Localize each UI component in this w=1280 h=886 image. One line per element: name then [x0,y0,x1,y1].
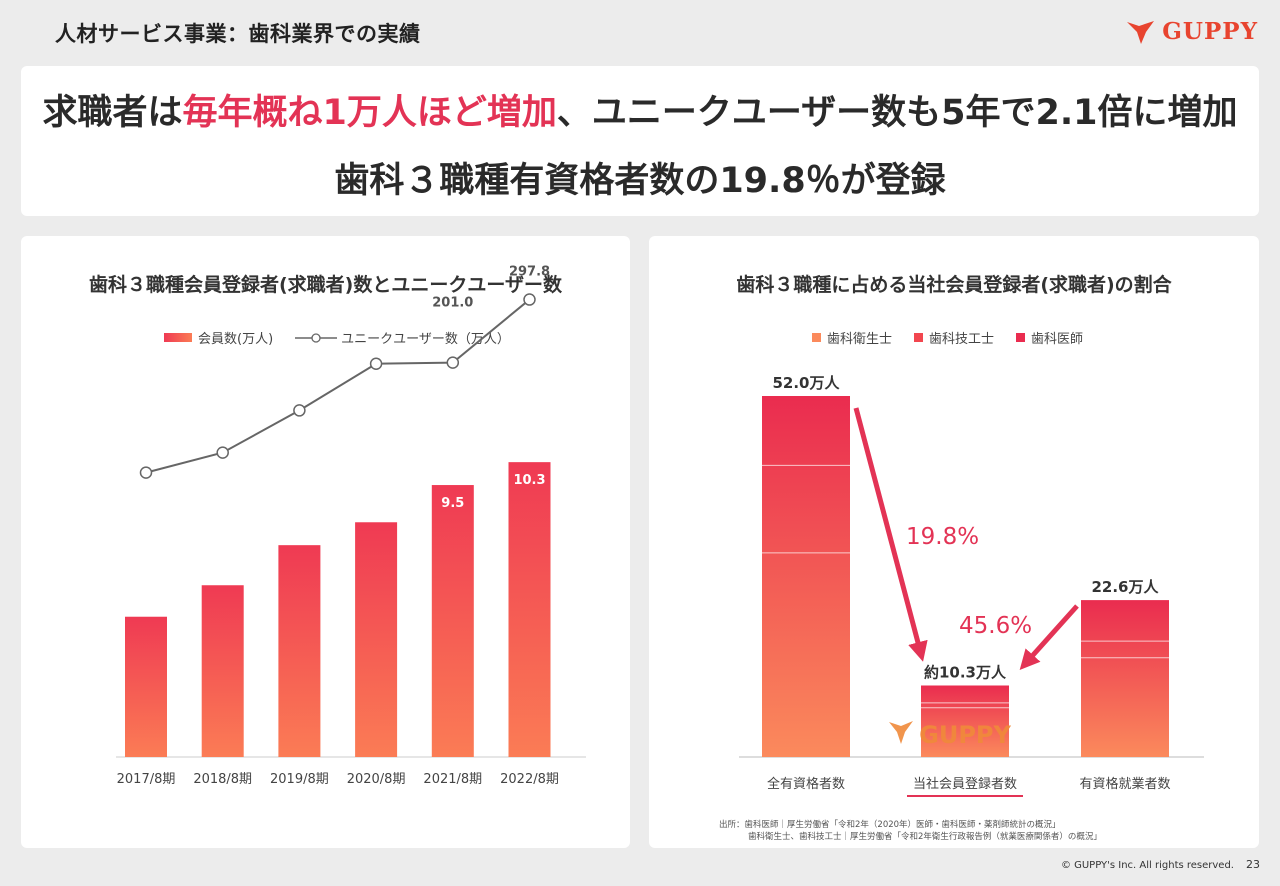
share-bar [1081,600,1169,757]
legend-line-swatch [295,332,338,343]
legend-item-dentist: 歯科医師 [1016,328,1083,347]
section-title: 人材サービス事業：歯科業界での実績 [55,22,421,46]
member-bar [201,585,244,757]
share-total-label: 22.6万人 [1091,578,1159,596]
share-x-label: 全有資格者数 [767,776,845,792]
legend-bar-swatch [164,333,192,342]
guppy-fish-icon [1127,20,1155,44]
page-number: 23 [1246,858,1260,871]
legend-item-members: 会員数(万人) [164,328,273,347]
x-tick-label: 2022/8期 [500,772,559,787]
share-total-label: 52.0万人 [772,374,840,392]
member-bar [508,462,551,757]
legend-label-members: 会員数(万人) [198,332,274,347]
legend-swatch-dentist [1016,333,1026,342]
source-line-1: 出所：歯科医師｜厚生労働省「令和2年（2020年）医師・歯科医師・薬剤師統計の概… [719,820,1061,830]
share-arrow-2 [1019,604,1079,670]
share-x-label: 当社会員登録者数 [913,776,1017,792]
source-line-2: 歯科衛生士、歯科技工士｜厚生労働省「令和2年衛生行政報告例（就業医療関係者）の概… [748,832,1102,842]
member-chart-title: 歯科３職種会員登録者(求職者)数とユニークユーザー数 [89,274,562,296]
x-tick-label: 2020/8期 [347,772,406,787]
member-bar [355,522,398,757]
member-bar-label: 10.3 [513,473,545,488]
brand-name: GUPPY [1162,18,1258,45]
legend-swatch-technician [914,333,924,342]
share-chart-panel: 歯科３職種に占める当社会員登録者(求職者)の割合 歯科衛生士 歯科技工士 歯科医… [649,236,1259,848]
legend-swatch-hygienist [812,333,821,342]
x-tick-label: 2017/8期 [117,772,176,787]
headline-highlight: 毎年概ね1万人ほど増加 [182,93,557,133]
unique-user-point [293,404,306,417]
share-chart-legend: 歯科衛生士 歯科技工士 歯科医師 [812,328,1105,347]
legend-item-unique-users: ユニークユーザー数（万人） [295,328,510,347]
headline-line-2: 歯科３職種有資格者数の19.8％が登録 [334,161,946,201]
source-note: 出所：歯科医師｜厚生労働省「令和2年（2020年）医師・歯科医師・薬剤師統計の概… [719,819,1102,843]
guppy-watermark: GUPPY [919,721,1011,749]
member-chart-plot: 2017/8期 2018/8期 2019/8期 2020/8期 9.5 2021/8期 10… [116,265,586,787]
share-bar [921,685,1009,757]
x-tick-label: 2019/8期 [270,772,329,787]
headline-box: 求職者は毎年概ね1万人ほど増加、ユニークユーザー数も5年で2.1倍に増加 歯科３… [21,66,1259,216]
unique-user-point [216,446,229,459]
member-chart-legend: 会員数(万人) ユニークユーザー数（万人） [164,328,532,347]
legend-label-hygienist: 歯科衛生士 [827,332,893,347]
unique-user-point [369,357,383,371]
unique-user-label: 201.0 [432,296,473,311]
share-percent-1: 19.8% [906,524,979,550]
x-tick-label: 2021/8期 [423,772,482,787]
share-x-label: 有資格就業者数 [1079,776,1170,792]
unique-user-point [523,293,536,306]
member-bar-label: 9.5 [441,496,464,511]
share-chart-title: 歯科３職種に占める当社会員登録者(求職者)の割合 [736,274,1172,296]
unique-user-point [139,466,153,479]
copyright: © GUPPY's Inc. All rights reserved. [1060,860,1234,871]
headline-text-b: 、ユニークユーザー数も5年で2.1倍に増加 [556,93,1238,133]
headline-line-1: 求職者は毎年概ね1万人ほど増加、ユニークユーザー数も5年で2.1倍に増加 [21,84,1259,135]
legend-label-technician: 歯科技工士 [929,332,995,347]
legend-item-hygienist: 歯科衛生士 [812,328,892,347]
legend-label-unique-users: ユニークユーザー数（万人） [341,332,510,347]
headline-text-a: 求職者は [42,93,183,133]
unique-user-label: 297.8 [509,265,550,280]
member-bar [278,545,321,757]
guppy-watermark-fish-icon [889,721,913,744]
unique-user-line [145,298,531,474]
share-bar [762,396,850,757]
guppy-logo: GUPPY [1126,18,1258,45]
unique-user-point [446,356,460,369]
member-chart-panel: 歯科３職種会員登録者(求職者)数とユニークユーザー数 会員数(万人) ユニークユ… [21,236,630,848]
member-bar [125,616,167,757]
legend-label-dentist: 歯科医師 [1031,332,1084,347]
legend-item-technician: 歯科技工士 [914,328,994,347]
share-arrow-1 [853,407,928,662]
share-percent-2: 45.6% [959,613,1032,639]
x-tick-label: 2018/8期 [193,772,252,787]
share-total-label: 約10.3万人 [924,663,1007,681]
member-bar [431,485,474,757]
